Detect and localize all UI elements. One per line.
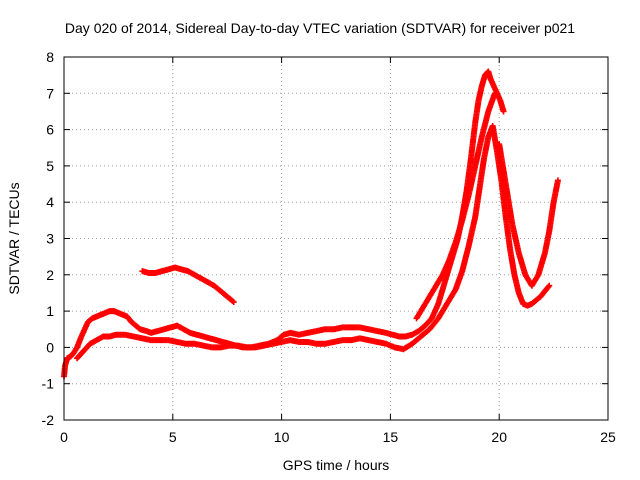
- data-point: [229, 298, 236, 305]
- series-isolated-arc: [139, 264, 237, 306]
- chart-title: Day 020 of 2014, Sidereal Day-to-day VTE…: [65, 20, 575, 36]
- y-tick-label: 1: [46, 303, 54, 319]
- series-rising-branch: [413, 90, 498, 322]
- y-tick-label: 6: [46, 122, 54, 138]
- y-axis-label: SDTVAR / TECUs: [6, 182, 22, 294]
- y-tick-label: -1: [42, 376, 55, 392]
- series-recovery-branch: [496, 141, 561, 289]
- x-tick-label: 20: [491, 429, 507, 445]
- data-point: [230, 299, 237, 306]
- y-tick-label: 0: [46, 339, 54, 355]
- data-point: [545, 283, 552, 290]
- y-tick-label: -2: [42, 412, 55, 428]
- y-tick-label: 2: [46, 267, 54, 283]
- y-tick-labels: -2 -1 0 1 2 3 4 5 6 7 8: [42, 49, 55, 428]
- data-points: [61, 68, 561, 380]
- x-tick-label: 5: [169, 429, 177, 445]
- x-tick-label: 0: [60, 429, 68, 445]
- data-point: [491, 90, 498, 97]
- y-tick-label: 7: [46, 85, 54, 101]
- data-point: [554, 177, 561, 184]
- y-tick-label: 3: [46, 231, 54, 247]
- x-tick-label: 15: [383, 429, 399, 445]
- y-tick-label: 8: [46, 49, 54, 65]
- x-tick-label: 25: [600, 429, 616, 445]
- x-tick-labels: 0 5 10 15 20 25: [60, 429, 616, 445]
- gridlines: [64, 57, 608, 420]
- x-axis-label: GPS time / hours: [283, 457, 390, 473]
- plot-frame: [63, 56, 609, 421]
- data-point: [500, 108, 507, 115]
- x-tick-label: 10: [274, 429, 290, 445]
- series-lower-branch: [74, 122, 553, 362]
- y-tick-label: 5: [46, 158, 54, 174]
- data-point: [546, 282, 553, 289]
- y-tick-label: 4: [46, 194, 54, 210]
